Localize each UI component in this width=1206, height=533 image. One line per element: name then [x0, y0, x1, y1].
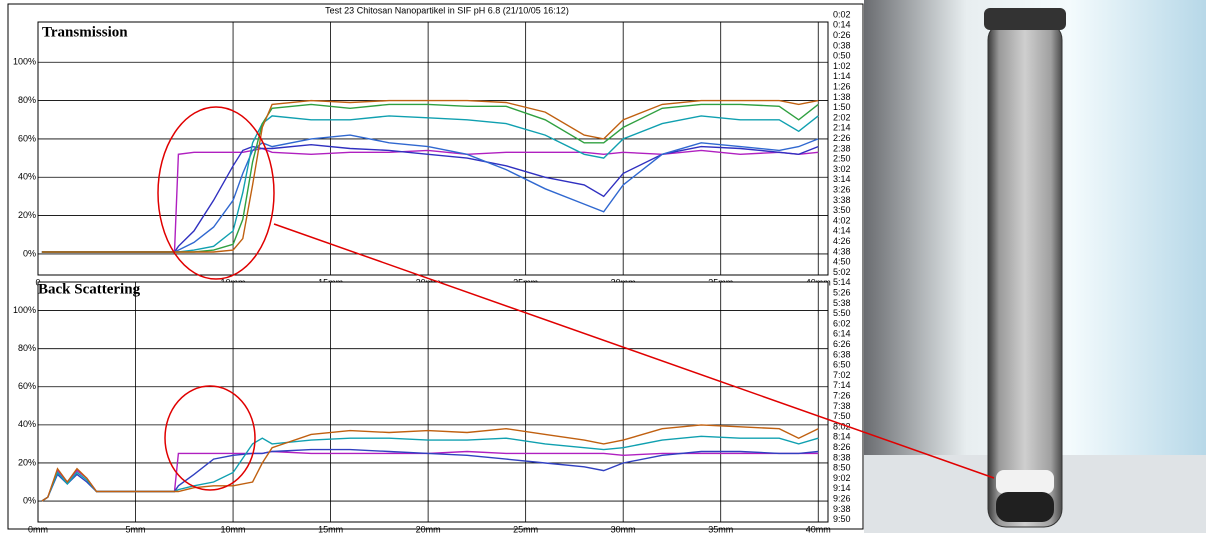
- x-tick-label: 40mm: [806, 524, 831, 533]
- y-tick-label: 0%: [23, 248, 36, 258]
- legend-label: 6:38: [833, 349, 851, 359]
- legend-label: 3:02: [833, 164, 851, 174]
- x-tick-label: 15mm: [318, 524, 343, 533]
- legend-label: 8:14: [833, 432, 851, 442]
- legend-label: 6:02: [833, 318, 851, 328]
- legend-label: 8:02: [833, 421, 851, 431]
- y-tick-label: 100%: [13, 305, 36, 315]
- y-tick-label: 40%: [18, 172, 36, 182]
- legend-label: 5:38: [833, 298, 851, 308]
- series-line: [41, 134, 819, 253]
- legend-label: 9:50: [833, 514, 851, 524]
- legend-label: 6:14: [833, 329, 851, 339]
- series-line: [41, 435, 819, 502]
- legend-label: 1:02: [833, 61, 851, 71]
- legend-label: 9:38: [833, 504, 851, 514]
- legend-label: 7:26: [833, 390, 851, 400]
- plot-area: [37, 281, 829, 523]
- legend-label: 1:14: [833, 71, 851, 81]
- legend-label: 4:14: [833, 226, 851, 236]
- legend-label: 9:26: [833, 493, 851, 503]
- series-line: [41, 99, 819, 253]
- legend-label: 6:50: [833, 360, 851, 370]
- legend-label: 4:50: [833, 257, 851, 267]
- legend-label: 0:26: [833, 30, 851, 40]
- chart-title: Test 23 Chitosan Nanopartikel in SIF pH …: [325, 5, 569, 15]
- legend-label: 2:14: [833, 123, 851, 133]
- legend-label: 9:14: [833, 483, 851, 493]
- panel-label: Transmission: [42, 24, 128, 40]
- plot-area: [37, 21, 829, 276]
- y-tick-label: 20%: [18, 210, 36, 220]
- series-line: [41, 448, 819, 502]
- x-tick-label: 35mm: [708, 524, 733, 533]
- series-line: [41, 424, 819, 502]
- x-tick-label: 0mm: [28, 524, 48, 533]
- legend-label: 2:38: [833, 143, 851, 153]
- y-tick-label: 80%: [18, 95, 36, 105]
- legend-label: 3:50: [833, 205, 851, 215]
- photo: [864, 0, 1206, 533]
- legend-label: 7:50: [833, 411, 851, 421]
- legend-label: 5:50: [833, 308, 851, 318]
- legend-label: 6:26: [833, 339, 851, 349]
- legend-label: 8:38: [833, 452, 851, 462]
- panel-label: Back Scattering: [38, 281, 141, 297]
- legend-label: 2:02: [833, 112, 851, 122]
- legend-label: 3:26: [833, 184, 851, 194]
- annotations: [157, 106, 995, 491]
- legend-label: 5:14: [833, 277, 851, 287]
- legend-label: 4:02: [833, 215, 851, 225]
- legend-label: 4:26: [833, 236, 851, 246]
- legend-label: 7:14: [833, 380, 851, 390]
- legend-label: 1:50: [833, 102, 851, 112]
- y-tick-label: 0%: [23, 495, 36, 505]
- x-tick-label: 30mm: [611, 524, 636, 533]
- y-tick-label: 60%: [18, 133, 36, 143]
- legend-label: 0:14: [833, 20, 851, 30]
- legend-label: 1:26: [833, 81, 851, 91]
- legend-label: 2:50: [833, 154, 851, 164]
- legend-label: 2:26: [833, 133, 851, 143]
- legend-label: 3:38: [833, 195, 851, 205]
- legend-label: 7:38: [833, 401, 851, 411]
- y-tick-label: 100%: [13, 57, 36, 67]
- legend-label: 3:14: [833, 174, 851, 184]
- series-line: [41, 143, 819, 253]
- legend-label: 1:38: [833, 92, 851, 102]
- y-tick-label: 80%: [18, 343, 36, 353]
- series-line: [41, 147, 819, 253]
- x-tick-label: 20mm: [416, 524, 441, 533]
- legend-label: 5:26: [833, 287, 851, 297]
- legend-label: 8:50: [833, 463, 851, 473]
- y-tick-label: 40%: [18, 419, 36, 429]
- legend-label: 4:38: [833, 246, 851, 256]
- x-tick-label: 10mm: [221, 524, 246, 533]
- x-tick-label: 25mm: [513, 524, 538, 533]
- legend-label: 5:02: [833, 267, 851, 277]
- y-tick-label: 60%: [18, 381, 36, 391]
- legend-label: 9:02: [833, 473, 851, 483]
- legend-label: 0:02: [833, 9, 851, 19]
- legend-label: 0:50: [833, 51, 851, 61]
- y-tick-label: 20%: [18, 457, 36, 467]
- legend-label: 8:26: [833, 442, 851, 452]
- legend-label: 7:02: [833, 370, 851, 380]
- legend-label: 0:38: [833, 40, 851, 50]
- x-tick-label: 5mm: [126, 524, 146, 533]
